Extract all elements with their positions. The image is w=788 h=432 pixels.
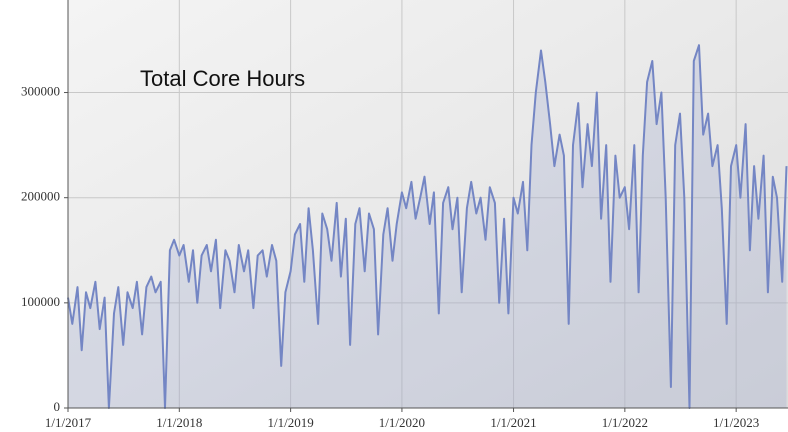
x-tick-label: 1/1/2017 [45, 415, 92, 430]
y-tick-label: 300000 [21, 84, 60, 99]
y-tick-label: 200000 [21, 189, 60, 204]
x-tick-label: 1/1/2022 [602, 415, 648, 430]
chart: Total Core Hours 0 100000 200000 300000 1/1/… [0, 0, 788, 432]
chart-title: Total Core Hours [140, 66, 305, 91]
x-tick-label: 1/1/2019 [268, 415, 314, 430]
y-tick-label: 0 [54, 399, 61, 414]
x-tick-label: 1/1/2020 [379, 415, 425, 430]
y-tick-label: 100000 [21, 294, 60, 309]
x-tick-label: 1/1/2023 [713, 415, 759, 430]
x-tick-label: 1/1/2021 [490, 415, 536, 430]
x-tick-label: 1/1/2018 [156, 415, 202, 430]
